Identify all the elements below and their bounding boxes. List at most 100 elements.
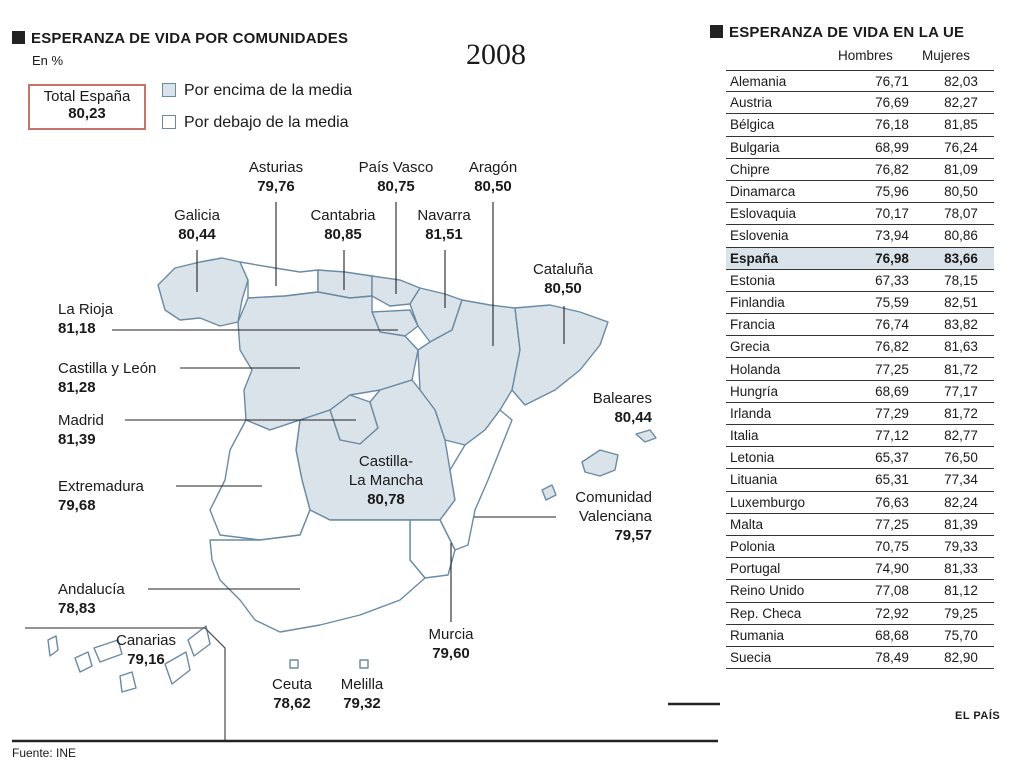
country-name: Suecia: [730, 649, 772, 665]
men-value: 65,37: [875, 450, 909, 466]
spain-map: [12, 202, 720, 743]
women-value: 78,07: [944, 206, 978, 222]
country-name: Irlanda: [730, 405, 772, 421]
men-value: 74,90: [875, 561, 909, 577]
women-value: 82,27: [944, 95, 978, 111]
country-name: Bélgica: [730, 117, 775, 133]
country-name: Rep. Checa: [730, 605, 802, 621]
women-value: 82,03: [944, 73, 978, 89]
country-name: Dinamarca: [730, 184, 796, 200]
label-value: 81,28: [58, 379, 96, 396]
label-name: Aragón: [468, 159, 518, 176]
label-value: 79,32: [343, 695, 381, 712]
table-row: Alemania 76,71 82,03: [726, 70, 994, 93]
men-value: 72,92: [875, 605, 909, 621]
label-valenciana: Comunidad Valenciana 79,57: [548, 488, 652, 545]
men-value: 77,25: [875, 516, 909, 532]
country-name: Luxemburgo: [730, 494, 806, 510]
women-value: 81,63: [944, 339, 978, 355]
label-value: 79,57: [614, 527, 652, 544]
women-value: 82,77: [944, 428, 978, 444]
total-value: 80,23: [68, 105, 106, 122]
men-value: 76,74: [875, 317, 909, 333]
table-row: Luxemburgo 76,63 82,24: [726, 492, 994, 514]
women-value: 75,70: [944, 627, 978, 643]
label-name: Castilla y León: [58, 360, 157, 377]
title-square-icon: [12, 31, 25, 44]
publisher-brand: EL PAÍS: [955, 710, 1001, 722]
table-row: Bulgaria 68,99 76,24: [726, 137, 994, 159]
women-value: 82,24: [944, 494, 978, 510]
eu-table: Alemania 76,71 82,03 Austria 76,69 82,27 Bélgi…: [726, 70, 994, 670]
label-value: 81,18: [58, 320, 96, 337]
table-row: Italia 77,12 82,77: [726, 425, 994, 448]
region-asturias: [239, 261, 319, 299]
total-label: Total España: [43, 88, 131, 105]
label-ceuta: Ceuta 78,62: [256, 675, 328, 713]
women-value: 77,17: [944, 383, 978, 399]
label-andalucia: Andalucía 78,83: [58, 580, 125, 618]
men-value: 76,63: [875, 494, 909, 510]
men-value: 76,98: [875, 250, 909, 266]
legend-above-text: Por encima de la media: [184, 82, 353, 99]
legend-below: Por debajo de la media: [162, 114, 349, 132]
label-name: Melilla: [340, 676, 384, 693]
label-castilla-mancha: Castilla- La Mancha 80,78: [336, 452, 436, 509]
table-row: Francia 76,74 83,82: [726, 314, 994, 337]
label-value: 80,50: [474, 178, 512, 195]
men-value: 68,99: [875, 139, 909, 155]
label-name: Ceuta: [271, 676, 313, 693]
label-name: Asturias: [248, 159, 304, 176]
women-value: 82,51: [944, 294, 978, 310]
label-name: La Rioja: [58, 301, 114, 318]
country-name: Malta: [730, 516, 764, 532]
label-name: Navarra: [417, 207, 471, 224]
men-value: 70,17: [875, 206, 909, 222]
table-row: Reino Unido 77,08 81,12: [726, 580, 994, 603]
men-value: 76,71: [875, 73, 909, 89]
women-value: 81,09: [944, 161, 978, 177]
table-row: Rumania 68,68 75,70: [726, 625, 994, 647]
label-value: 80,44: [178, 226, 216, 243]
label-murcia: Murcia 79,60: [414, 625, 488, 663]
map-title-text: ESPERANZA DE VIDA POR COMUNIDADES: [31, 30, 349, 47]
label-value: 81,51: [425, 226, 463, 243]
label-castilla-leon: Castilla y León 81,28: [58, 359, 156, 397]
label-value: 78,62: [273, 695, 311, 712]
table-row: Austria 76,69 82,27: [726, 92, 994, 115]
table-row: Portugal 74,90 81,33: [726, 558, 994, 581]
label-melilla: Melilla 79,32: [326, 675, 398, 713]
country-name: Francia: [730, 317, 776, 333]
eu-title: ESPERANZA DE VIDA EN LA UE: [710, 24, 964, 41]
country-name: España: [730, 250, 779, 266]
women-value: 83,66: [944, 250, 978, 266]
men-value: 77,12: [875, 428, 909, 444]
women-value: 76,24: [944, 139, 978, 155]
label-la-rioja: La Rioja 81,18: [58, 300, 113, 338]
table-row: Malta 77,25 81,39: [726, 514, 994, 536]
women-value: 79,25: [944, 605, 978, 621]
women-value: 81,85: [944, 117, 978, 133]
men-value: 76,69: [875, 95, 909, 111]
table-row: Hungría 68,69 77,17: [726, 381, 994, 403]
men-value: 70,75: [875, 539, 909, 555]
year-label: 2008: [466, 38, 526, 71]
table-row: Bélgica 76,18 81,85: [726, 114, 994, 137]
region-baleares-ibiza: [541, 484, 557, 501]
region-canarias-1: [47, 635, 59, 657]
label-value: 80,78: [367, 491, 405, 508]
label-galicia: Galicia 80,44: [160, 206, 234, 244]
label-pais-vasco: País Vasco 80,75: [346, 158, 446, 196]
region-baleares-mallorca: [581, 449, 619, 477]
table-row: Grecia 76,82 81,63: [726, 336, 994, 359]
label-value: 79,68: [58, 497, 96, 514]
map-title: ESPERANZA DE VIDA POR COMUNIDADES: [12, 30, 348, 47]
table-row: Estonia 67,33 78,15: [726, 270, 994, 292]
canarias-frame: [25, 627, 226, 740]
women-value: 77,34: [944, 472, 978, 488]
legend-above: Por encima de la media: [162, 82, 352, 100]
table-row: Rep. Checa 72,92 79,25: [726, 603, 994, 625]
men-value: 76,18: [875, 117, 909, 133]
label-name2: La Mancha: [348, 472, 424, 489]
table-row: Letonia 65,37 76,50: [726, 447, 994, 470]
